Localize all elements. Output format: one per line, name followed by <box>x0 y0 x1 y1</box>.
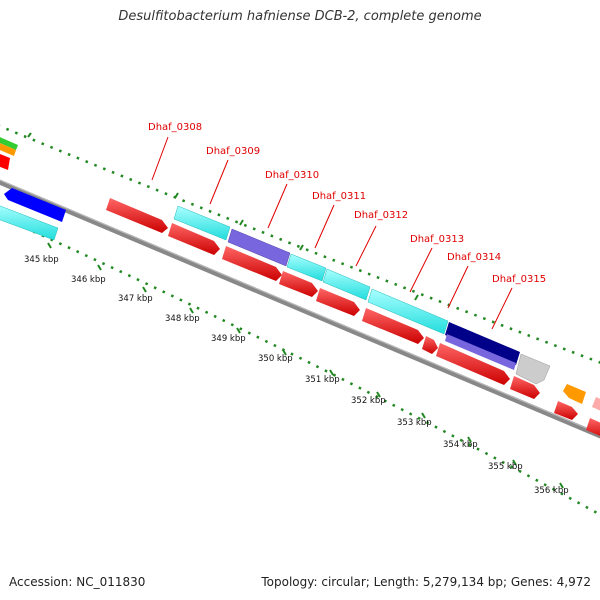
gene-blue-left <box>4 188 66 222</box>
kbp-label: 349 kbp <box>211 334 246 344</box>
cds-0315 <box>510 376 540 399</box>
cds-0313b <box>422 336 438 354</box>
cds-0312 <box>316 288 360 316</box>
gene-0309 <box>173 205 231 241</box>
cds-right-edge <box>586 418 600 436</box>
gene-label: Dhaf_0308 <box>148 122 202 133</box>
cds-right <box>554 401 578 420</box>
cds-0311 <box>279 271 318 297</box>
gene-red-partial-left <box>0 154 10 170</box>
gene-label: Dhaf_0312 <box>354 210 408 221</box>
gene-0312 <box>322 268 371 301</box>
cds-0314 <box>436 343 510 385</box>
gene-label: Dhaf_0310 <box>265 170 319 181</box>
label-leaders <box>151 136 513 330</box>
kbp-label: 345 kbp <box>24 255 59 265</box>
gene-green-partial <box>0 137 18 150</box>
kbp-label: 347 kbp <box>118 294 153 304</box>
kbp-label: 348 kbp <box>165 314 200 324</box>
topology-summary: Topology: circular; Length: 5,279,134 bp… <box>261 575 591 589</box>
gene-label: Dhaf_0315 <box>492 274 546 285</box>
gene-cyan-left <box>0 205 59 241</box>
gene-orange-partial <box>0 143 16 156</box>
cds-track <box>106 198 600 436</box>
major-ticks <box>27 132 564 489</box>
kbp-label: 350 kbp <box>258 354 293 364</box>
genome-backbone <box>0 179 600 439</box>
cds-0310 <box>222 246 282 281</box>
gene-0310 <box>227 228 291 267</box>
gene-label: Dhaf_0314 <box>447 252 501 263</box>
kbp-labels: 345 kbp 346 kbp 347 kbp 348 kbp 349 kbp … <box>24 255 569 496</box>
kbp-label: 356 kbp <box>534 486 569 496</box>
gene-labels: Dhaf_0308 Dhaf_0309 Dhaf_0310 Dhaf_0311 … <box>148 122 546 285</box>
kbp-label: 352 kbp <box>351 396 386 406</box>
gene-label: Dhaf_0309 <box>206 146 260 157</box>
upper-gene-track <box>173 205 600 411</box>
cds-0309 <box>168 223 220 255</box>
kbp-label: 351 kbp <box>305 375 340 385</box>
gene-0315 <box>515 353 551 385</box>
gene-pink-right <box>592 397 600 411</box>
gene-0311 <box>286 253 327 282</box>
kbp-label: 354 kbp <box>443 440 478 450</box>
kbp-label: 346 kbp <box>71 275 106 285</box>
kbp-label: 355 kbp <box>488 462 523 472</box>
gene-0314a <box>445 322 520 365</box>
gene-0314b <box>445 334 516 370</box>
outer-tick-track <box>0 124 600 364</box>
cds-0308 <box>106 198 168 233</box>
kbp-label: 353 kbp <box>397 418 432 428</box>
gene-label: Dhaf_0311 <box>312 191 366 202</box>
gene-label: Dhaf_0313 <box>410 234 464 245</box>
inner-tick-track <box>0 215 600 516</box>
cds-0313 <box>362 308 424 344</box>
accession-text: Accession: NC_011830 <box>9 575 146 589</box>
gene-0313 <box>367 288 449 335</box>
gene-orange-right <box>563 384 586 404</box>
figure-title: Desulfitobacterium hafniense DCB-2, comp… <box>118 9 482 24</box>
